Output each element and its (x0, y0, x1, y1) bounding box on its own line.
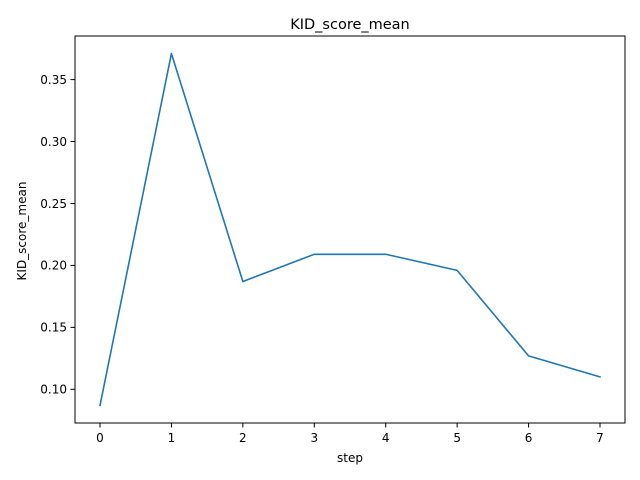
x-tick-label: 2 (239, 431, 247, 445)
x-tick-label: 6 (525, 431, 533, 445)
series-line (99, 52, 601, 407)
x-axis-label: step (337, 451, 363, 465)
x-tick-label: 4 (382, 431, 390, 445)
plot-area (74, 35, 626, 424)
plot-frame (74, 35, 626, 424)
y-tick-label: 0.25 (40, 197, 67, 211)
y-axis-label: KID_score_mean (15, 182, 29, 281)
x-tick-label: 3 (310, 431, 318, 445)
x-tick-label: 1 (168, 431, 176, 445)
x-tick-label: 7 (596, 431, 604, 445)
y-tick-label: 0.30 (40, 135, 67, 149)
y-axis: 0.10 0.15 0.20 0.25 0.30 0.35 (40, 73, 75, 397)
y-tick-label: 0.15 (40, 321, 67, 335)
x-tick-label: 5 (453, 431, 461, 445)
y-tick-label: 0.10 (40, 383, 67, 397)
series-layer (99, 52, 601, 407)
x-tick-label: 0 (96, 431, 104, 445)
x-axis: 0 1 2 3 4 5 6 7 (96, 423, 604, 445)
y-tick-label: 0.35 (40, 73, 67, 87)
chart-title: KID_score_mean (290, 17, 410, 33)
y-tick-label: 0.20 (40, 259, 67, 273)
